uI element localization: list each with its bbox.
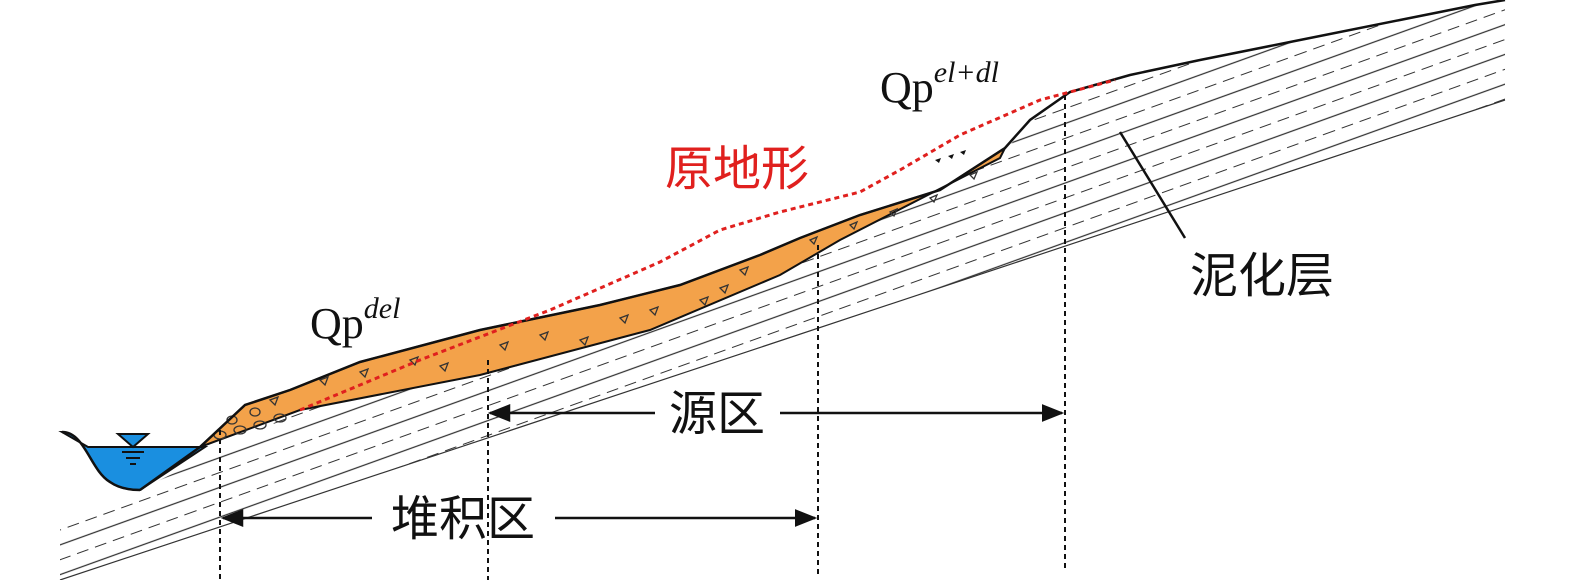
leader-line xyxy=(1118,131,1187,239)
bedrock xyxy=(60,0,1505,580)
label-qp-del: Qpdel xyxy=(310,292,400,348)
debris-symbols xyxy=(935,150,966,163)
label-sup: del xyxy=(364,292,401,325)
label-main: Qp xyxy=(880,63,934,112)
label-mud-layer: 泥化层 xyxy=(1190,250,1334,303)
zone-arrows xyxy=(220,404,1065,527)
label-source-zone: 源区 xyxy=(669,388,765,441)
strata-edge xyxy=(59,99,1506,580)
label-main: Qp xyxy=(310,299,364,348)
label-qp-eldl: Qpel+dl xyxy=(880,56,999,112)
water-level-symbol xyxy=(115,433,151,465)
river-bank xyxy=(61,430,141,492)
label-original-terrain: 原地形 xyxy=(665,143,809,196)
ground-surface xyxy=(139,0,1506,492)
label-deposit-zone: 堆积区 xyxy=(391,493,535,546)
label-sup: el+dl xyxy=(934,56,999,89)
zone-boundaries xyxy=(219,95,1066,580)
